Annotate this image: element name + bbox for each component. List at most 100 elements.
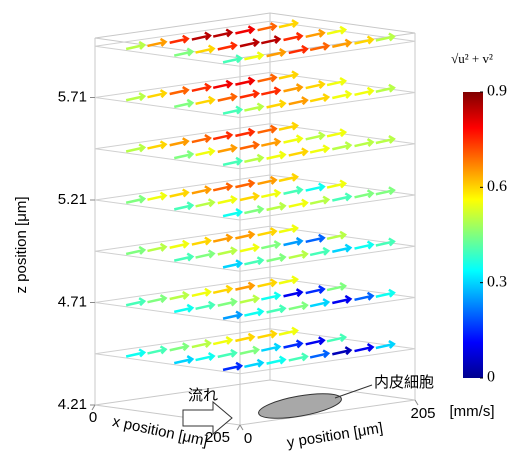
- velocity-arrow: [244, 204, 265, 215]
- velocity-arrow: [354, 291, 375, 302]
- velocity-arrow: [235, 179, 256, 189]
- velocity-arrow: [191, 185, 212, 195]
- velocity-arrow: [375, 32, 396, 42]
- velocity-arrow: [309, 144, 331, 154]
- velocity-arrow: [305, 285, 326, 295]
- velocity-arrow: [147, 89, 168, 99]
- velocity-arrow: [195, 95, 216, 106]
- velocity-arrow: [266, 150, 287, 160]
- velocity-arrow: [239, 38, 260, 48]
- velocity-arrow: [173, 98, 195, 109]
- velocity-arrow: [217, 246, 238, 256]
- velocity-arrow: [278, 70, 299, 80]
- velocity-arrow: [244, 307, 265, 317]
- velocity-arrow: [235, 332, 256, 343]
- velocity-arrow: [261, 342, 282, 352]
- velocity-arrow: [195, 44, 216, 54]
- velocity-arrow: [332, 38, 353, 48]
- velocity-arrow: [288, 198, 309, 208]
- velocity-arrow: [288, 249, 309, 260]
- velocity-arrow: [288, 44, 309, 55]
- velocity-arrow: [354, 137, 375, 148]
- velocity-arrow: [169, 137, 190, 147]
- velocity-arrow: [309, 246, 331, 257]
- velocity-arrow: [332, 346, 353, 356]
- velocity-arrow: [191, 287, 212, 298]
- colorbar-tick-label: 0.3: [487, 273, 507, 290]
- velocity-arrow: [309, 298, 331, 308]
- velocity-arrow: [326, 128, 348, 138]
- velocity-arrow: [283, 288, 304, 298]
- velocity-arrow: [278, 275, 299, 285]
- velocity-arrow: [244, 256, 265, 266]
- velocity-arrow: [235, 127, 256, 138]
- velocity-arrow: [257, 227, 278, 237]
- velocity-arrow: [278, 172, 299, 183]
- cell-shape: [258, 393, 342, 419]
- velocity-arrow: [283, 236, 304, 247]
- velocity-arrow: [217, 195, 238, 205]
- velocity-arrow: [326, 230, 348, 241]
- velocity-arrow: [173, 252, 195, 262]
- velocity-arrow: [354, 240, 375, 250]
- velocity-arrow: [326, 25, 348, 36]
- z-tick-label: 5.71: [58, 88, 87, 105]
- velocity-arrow: [235, 25, 256, 35]
- colorbar-tick-label: 0.9: [487, 83, 507, 100]
- velocity-arrow: [278, 121, 299, 131]
- velocity-arrow: [212, 233, 234, 243]
- velocity-arrow: [261, 35, 282, 45]
- velocity-arrow: [309, 195, 331, 205]
- velocity-arrow: [125, 297, 147, 307]
- velocity-arrow: [125, 194, 147, 204]
- velocity-arrow: [191, 31, 212, 41]
- velocity-arrow: [222, 310, 244, 320]
- velocity-arrow: [191, 82, 212, 93]
- velocity-arrow: [239, 345, 260, 355]
- velocity-arrow: [309, 349, 331, 359]
- velocity-arrow: [147, 140, 168, 150]
- velocity-arrow: [195, 198, 216, 208]
- velocity-arrow: [222, 54, 244, 64]
- x-tick: [236, 424, 241, 431]
- velocity-arrow: [332, 89, 353, 100]
- velocity-arrow: [222, 259, 244, 269]
- z-tick-label: 4.71: [58, 293, 87, 310]
- layer-plane: [94, 225, 416, 272]
- velocity-arrow: [326, 179, 348, 189]
- velocity-arrow: [309, 41, 331, 52]
- velocity-arrow: [283, 339, 304, 349]
- colorbar-tick-label: 0: [487, 369, 495, 386]
- velocity-arrow: [354, 35, 375, 45]
- velocity-arrow: [283, 31, 304, 42]
- velocity-arrow: [288, 147, 309, 157]
- y-tick-label: 205: [410, 405, 435, 422]
- velocity-arrow: [305, 131, 326, 141]
- velocity-arrow: [191, 134, 212, 144]
- velocity-arrow: [212, 284, 234, 295]
- velocity-arrow: [375, 186, 396, 196]
- velocity-arrow: [375, 83, 396, 93]
- velocity-arrow: [169, 85, 190, 96]
- layer-plane: [94, 174, 416, 221]
- velocity-arrow: [217, 143, 238, 154]
- velocity-arrow: [288, 96, 309, 106]
- velocity-arrow: [257, 175, 278, 186]
- velocity-arrow: [195, 300, 216, 311]
- velocity-arrow: [332, 243, 353, 253]
- velocity-arrow: [278, 326, 299, 336]
- z-tick-label: 5.21: [58, 191, 87, 208]
- velocity-arrow: [332, 294, 353, 305]
- velocity-arrow: [261, 188, 282, 199]
- velocity-arrow: [257, 22, 278, 32]
- velocity-arrow: [283, 134, 304, 144]
- velocity-arrow: [212, 335, 234, 346]
- velocity-arrow: [266, 48, 287, 58]
- velocity-arrow: [375, 288, 396, 298]
- velocity-arrow: [212, 28, 234, 38]
- velocity-arrow: [283, 83, 304, 93]
- velocity-arrow: [147, 242, 168, 253]
- velocity-arrow: [305, 28, 326, 39]
- colorbar-tick-label: 0.6: [487, 178, 507, 195]
